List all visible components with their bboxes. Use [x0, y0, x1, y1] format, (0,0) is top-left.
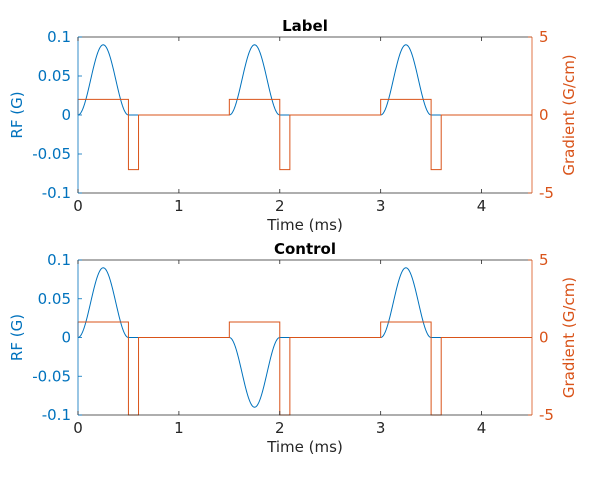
x-tick-label: 3: [376, 419, 386, 437]
x-tick-label: 2: [275, 419, 285, 437]
x-tick-label: 2: [275, 197, 285, 215]
left-y-tick-label: 0.05: [38, 67, 71, 85]
x-tick-label: 3: [376, 197, 386, 215]
right-y-axis-label: Gradient (G/cm): [560, 54, 578, 175]
left-y-tick-label: 0: [61, 106, 71, 124]
left-y-tick-label: -0.05: [32, 145, 71, 163]
panel-label: 0 1 2 3 4 -0.1 -0.05 0 0.05 0.1 -5 0 5 Label Time (ms)…: [8, 17, 578, 234]
panel-control: 0 1 2 3 4 -0.1 -0.05 0 0.05 0.1 -5 0 5 Control Time (m…: [8, 240, 578, 456]
left-y-tick-label: -0.05: [32, 367, 71, 385]
x-tick-label: 4: [477, 197, 487, 215]
x-tick-label: 1: [174, 197, 184, 215]
right-y-tick-label: 5: [539, 28, 549, 46]
left-y-tick-label: 0: [61, 329, 71, 347]
left-y-axis-label: RF (G): [8, 91, 26, 138]
x-tick-label: 0: [73, 419, 83, 437]
x-axis-label: Time (ms): [266, 216, 343, 234]
chart-title: Control: [274, 240, 336, 258]
left-y-tick-label: 0.05: [38, 290, 71, 308]
chart-title: Label: [282, 17, 328, 35]
right-y-tick-label: -5: [539, 184, 554, 202]
left-y-tick-label: 0.1: [47, 28, 71, 46]
x-axis-label: Time (ms): [266, 438, 343, 456]
left-y-tick-label: -0.1: [42, 184, 71, 202]
gradient-series-line: [77, 98, 532, 171]
left-y-tick-label: -0.1: [42, 406, 71, 424]
left-y-axis-label: RF (G): [8, 314, 26, 361]
x-tick-label: 4: [477, 419, 487, 437]
right-y-tick-label: -5: [539, 406, 554, 424]
x-tick-label: 0: [73, 197, 83, 215]
right-y-tick-label: 0: [539, 106, 549, 124]
right-y-tick-label: 0: [539, 329, 549, 347]
left-y-tick-label: 0.1: [47, 251, 71, 269]
right-y-axis-label: Gradient (G/cm): [560, 277, 578, 398]
gradient-series-line: [77, 321, 532, 416]
right-y-tick-label: 5: [539, 251, 549, 269]
x-tick-label: 1: [174, 419, 184, 437]
